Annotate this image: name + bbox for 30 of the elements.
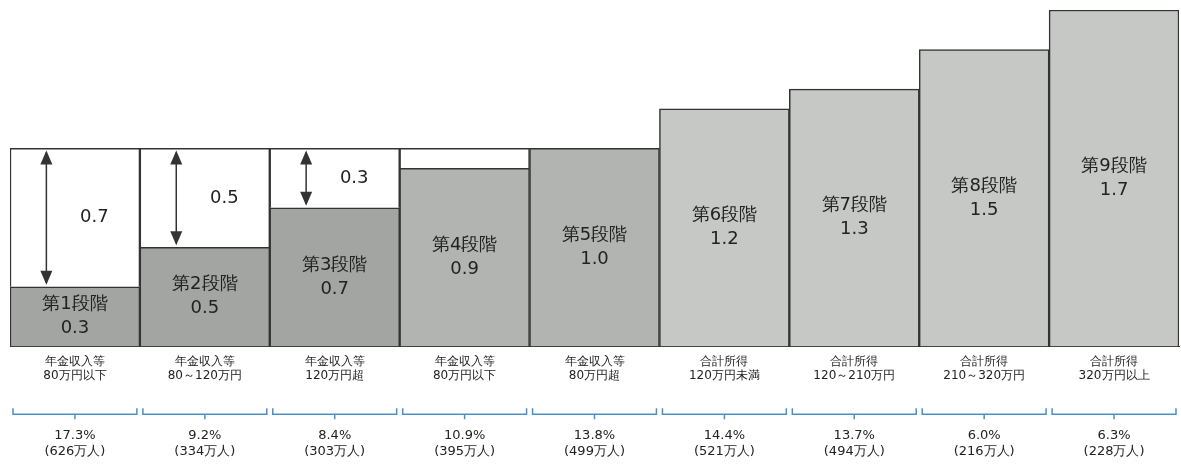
data-label: 第7段階 1.3 (821, 193, 887, 239)
data-label: 0.5 (210, 185, 239, 207)
text: 9.2% (334万人) (174, 426, 236, 458)
x-tick-label: 合計所得 120～210万円 (813, 353, 896, 382)
data-label: 第9段階 1.7 (1081, 153, 1147, 199)
data-label: 第8段階 1.5 (951, 173, 1017, 219)
x-tick-label: 年金収入等 80万円超 (564, 353, 625, 382)
data-label: 第1段階 0.3 (42, 292, 108, 338)
data-label: 第4段階 0.9 (431, 232, 498, 278)
data-label: 第3段階 0.7 (302, 252, 368, 298)
data-label: 0.7 (80, 205, 109, 227)
text: 10.9% (395万人) (434, 426, 496, 458)
x-tick-label: 合計所得 120万円未満 (688, 353, 760, 382)
text: 17.3% (626万人) (44, 426, 106, 458)
x-tick-label: 年金収入等 80万円以下 (43, 353, 107, 382)
data-label: 第2段階 0.5 (172, 272, 238, 318)
text: 13.7% (494万人) (823, 426, 885, 458)
x-tick-label: 合計所得 210～320万円 (943, 353, 1026, 382)
x-tick-label: 年金収入等 120万円超 (304, 353, 365, 382)
x-tick-label: 年金収入等 80万円以下 (432, 353, 497, 382)
text: 6.0% (216万人) (953, 426, 1015, 458)
x-tick-label: 合計所得 320万円以上 (1078, 353, 1150, 382)
text: 14.4% (521万人) (693, 426, 755, 458)
text: 13.8% (499万人) (564, 426, 625, 458)
x-tick-label: 年金収入等 80～120万円 (167, 353, 242, 382)
text: 6.3% (228万人) (1083, 426, 1145, 458)
data-label: 第6段階 1.2 (691, 203, 758, 249)
data-label: 第5段階 1.0 (561, 222, 628, 268)
text: 8.4% (303万人) (304, 426, 366, 458)
data-label: 0.3 (339, 165, 369, 187)
